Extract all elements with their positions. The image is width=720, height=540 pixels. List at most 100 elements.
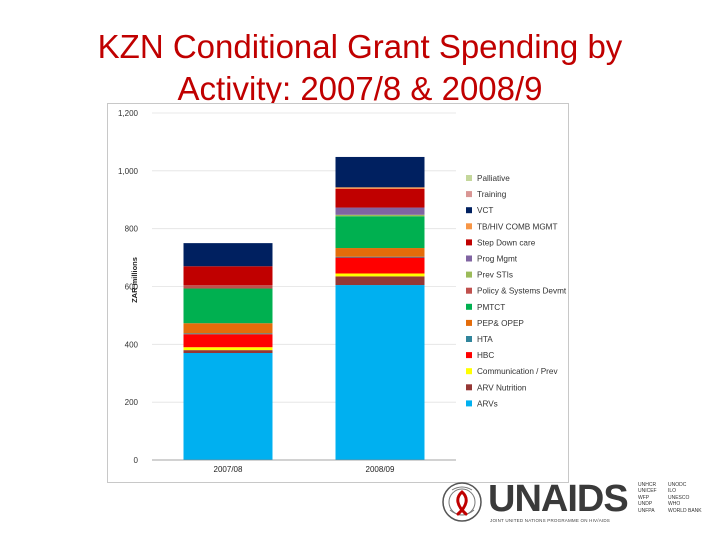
legend-swatch — [466, 303, 472, 310]
bar-segment-hbc — [335, 257, 425, 274]
legend-label: HTA — [477, 335, 493, 344]
cosponsor-name: UNDP — [638, 501, 653, 508]
legend-label: Communication / Prev — [477, 367, 558, 376]
bar-segment-prog-mgmt — [335, 207, 425, 215]
legend-label: TB/HIV COMB MGMT — [477, 222, 558, 231]
legend-swatch — [466, 271, 472, 278]
legend-swatch — [466, 368, 472, 375]
cosponsor-name: WFP — [638, 494, 650, 501]
cosponsor-name: WORLD BANK — [668, 507, 702, 514]
legend-item: PEP& OPEP — [466, 319, 524, 328]
legend-label: PMTCT — [477, 303, 505, 312]
legend-label: Policy & Systems Devmt — [477, 287, 567, 296]
cosponsor-name: UNHCR — [638, 482, 657, 488]
legend-swatch — [466, 223, 472, 230]
legend-swatch — [466, 400, 472, 407]
legend-item: VCT — [466, 206, 493, 215]
legend-swatch — [466, 255, 472, 262]
bar-segment-communication-prev — [335, 273, 425, 277]
cosponsors-column-1: UNHCR UNICEF WFP UNDP UNFPA — [638, 482, 657, 514]
legend-swatch — [466, 319, 472, 326]
cosponsor-name: UNICEF — [638, 488, 657, 495]
legend-label: VCT — [477, 206, 493, 215]
legend-label: Prev STIs — [477, 271, 513, 280]
slide-title-line1: KZN Conditional Grant Spending by — [97, 28, 623, 65]
cosponsor-name: UNODC — [668, 482, 687, 488]
legend-item: Communication / Prev — [466, 367, 558, 376]
x-tick-label: 2008/09 — [366, 465, 395, 474]
bar-stack-2008-09 — [335, 156, 425, 460]
legend-label: Step Down care — [477, 238, 536, 247]
bar-segment-pmtct — [183, 288, 273, 324]
legend-label: HBC — [477, 351, 494, 360]
legend-item: Step Down care — [466, 238, 536, 247]
legend-item: Palliative — [466, 174, 510, 183]
unaids-tagline: JOINT UNITED NATIONS PROGRAMME ON HIV/AI… — [490, 518, 610, 523]
slide-title-line2: Activity: 2007/8 & 2008/9 — [177, 70, 543, 107]
x-axis-ticks: 2007/08 2008/09 — [214, 465, 395, 474]
bar-segment-hta — [183, 333, 273, 335]
bar-segment-pep-opep — [335, 248, 425, 257]
legend-item: ARVs — [466, 399, 498, 408]
y-tick-label: 200 — [125, 398, 139, 407]
bar-segment-vct — [335, 156, 425, 188]
y-axis-label: ZAR millions — [130, 257, 139, 303]
legend-label: Palliative — [477, 174, 510, 183]
legend-label: PEP& OPEP — [477, 319, 524, 328]
cosponsor-name: WHO — [668, 501, 681, 508]
y-tick-label: 600 — [125, 283, 139, 292]
legend-swatch — [466, 175, 472, 181]
bar-segment-pep-opep — [183, 323, 273, 334]
bar-segment-hta — [335, 256, 425, 258]
y-axis-ticks: 0 200 400 600 800 1,000 1,200 — [118, 109, 139, 465]
legend-item: Prog Mgmt — [466, 255, 518, 264]
bar-segment-policy-systems-devmt — [183, 285, 273, 289]
legend-swatch — [466, 336, 472, 342]
legend: Palliative Training VCT TB/HIV COMB MGMT Ste… — [466, 174, 567, 408]
bar-segment-arvs — [335, 285, 425, 460]
legend-item: Prev STIs — [466, 271, 513, 280]
legend-swatch — [466, 207, 472, 214]
legend-swatch — [466, 239, 472, 246]
bar-stacks — [183, 156, 425, 460]
bar-segment-arv-nutrition — [183, 350, 273, 354]
slide-title: KZN Conditional Grant Spending by Activi… — [0, 26, 720, 110]
bar-segment-pmtct — [335, 216, 425, 249]
cosponsor-name: ILO — [668, 488, 677, 495]
legend-label: ARVs — [477, 399, 498, 408]
unaids-logo: UNAIDS JOINT UNITED NATIONS PROGRAMME ON… — [440, 478, 710, 528]
y-tick-label: 400 — [125, 340, 139, 349]
legend-item: ARV Nutrition — [466, 383, 527, 392]
y-tick-label: 1,000 — [118, 167, 139, 176]
y-tick-label: 1,200 — [118, 109, 139, 118]
bar-segment-hbc — [183, 334, 273, 348]
bar-segment-prev-stis — [335, 214, 425, 217]
legend-label: ARV Nutrition — [477, 383, 527, 392]
legend-label: Prog Mgmt — [477, 255, 518, 264]
bar-segment-tb-hiv-comb-mgmt — [335, 187, 425, 189]
stacked-bar-chart: 0 200 400 600 800 1,000 1,200 ZAR millions 200… — [118, 109, 567, 474]
bar-segment-arvs — [183, 353, 273, 460]
bar-segment-step-down-care — [335, 188, 425, 208]
bar-segment-communication-prev — [183, 347, 273, 351]
cosponsors-column-2: UNODC ILO UNESCO WHO WORLD BANK — [668, 482, 702, 514]
cosponsor-name: UNFPA — [638, 507, 655, 514]
chart-area: 0 200 400 600 800 1,000 1,200 ZAR millions 200… — [107, 103, 569, 483]
unaids-emblem-icon — [442, 482, 482, 522]
legend-swatch — [466, 191, 472, 198]
legend-swatch — [466, 352, 472, 359]
unaids-wordmark: UNAIDS — [488, 478, 629, 521]
y-tick-label: 0 — [134, 456, 139, 465]
unaids-wordmark-text: UNAIDS — [488, 478, 629, 520]
legend-item: Training — [466, 190, 507, 199]
bar-stack-2007-08 — [183, 243, 273, 460]
legend-item: Policy & Systems Devmt — [466, 287, 567, 296]
x-tick-label: 2007/08 — [214, 465, 243, 474]
legend-item: HBC — [466, 351, 494, 360]
bar-segment-arv-nutrition — [335, 276, 425, 286]
cosponsor-name: UNESCO — [668, 494, 690, 501]
legend-item: PMTCT — [466, 303, 505, 312]
bar-segment-vct — [183, 243, 273, 267]
legend-item: TB/HIV COMB MGMT — [466, 222, 558, 231]
legend-item: HTA — [466, 335, 493, 344]
